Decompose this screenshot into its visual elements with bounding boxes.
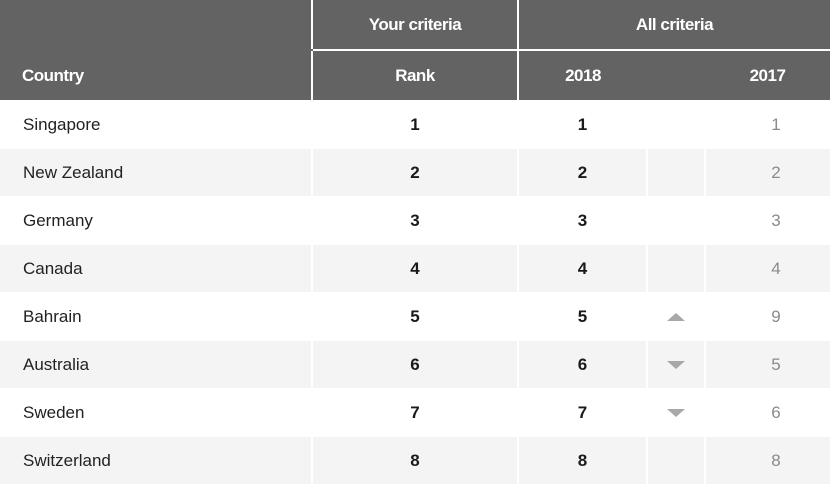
movement-cell — [647, 101, 705, 149]
country-cell: Australia — [0, 341, 312, 389]
rank-cell: 8 — [312, 437, 518, 484]
country-cell: Bahrain — [0, 293, 312, 341]
header-spacer — [0, 0, 312, 50]
rank-2017-cell: 4 — [705, 245, 830, 293]
rank-cell: 2 — [312, 149, 518, 197]
rank-cell: 5 — [312, 293, 518, 341]
rank-2017-cell: 2 — [705, 149, 830, 197]
rank-2018-cell: 3 — [518, 197, 647, 245]
column-header-2017[interactable]: 2017 — [705, 50, 830, 101]
column-header-country[interactable]: Country — [0, 50, 312, 101]
movement-cell — [647, 341, 705, 389]
movement-cell — [647, 437, 705, 484]
rank-cell: 1 — [312, 101, 518, 149]
rank-cell: 3 — [312, 197, 518, 245]
rank-2017-cell: 8 — [705, 437, 830, 484]
movement-cell — [647, 293, 705, 341]
rank-2018-cell: 7 — [518, 389, 647, 437]
rank-2018-cell: 4 — [518, 245, 647, 293]
country-cell: Sweden — [0, 389, 312, 437]
country-cell: New Zealand — [0, 149, 312, 197]
country-cell: Canada — [0, 245, 312, 293]
rank-cell: 7 — [312, 389, 518, 437]
rank-2018-cell: 1 — [518, 101, 647, 149]
rank-2017-cell: 9 — [705, 293, 830, 341]
group-header-your-criteria: Your criteria — [312, 0, 518, 50]
rank-2017-cell: 6 — [705, 389, 830, 437]
movement-cell — [647, 245, 705, 293]
table-header: Your criteria All criteria Country Rank … — [0, 0, 830, 101]
country-cell: Singapore — [0, 101, 312, 149]
arrow-down-icon — [667, 361, 685, 369]
country-cell: Germany — [0, 197, 312, 245]
column-header-rank[interactable]: Rank — [312, 50, 518, 101]
rank-2018-cell: 2 — [518, 149, 647, 197]
movement-cell — [647, 389, 705, 437]
column-header-2018[interactable]: 2018 — [518, 50, 647, 101]
group-header-all-criteria: All criteria — [518, 0, 830, 50]
rank-2017-cell: 5 — [705, 341, 830, 389]
column-header-movement — [647, 50, 705, 101]
rank-cell: 4 — [312, 245, 518, 293]
movement-cell — [647, 197, 705, 245]
arrow-up-icon — [667, 313, 685, 321]
rank-cell: 6 — [312, 341, 518, 389]
rank-2017-cell: 3 — [705, 197, 830, 245]
rank-2017-cell: 1 — [705, 101, 830, 149]
rank-2018-cell: 5 — [518, 293, 647, 341]
rank-2018-cell: 6 — [518, 341, 647, 389]
rank-2018-cell: 8 — [518, 437, 647, 484]
country-cell: Switzerland — [0, 437, 312, 484]
movement-cell — [647, 149, 705, 197]
arrow-down-icon — [667, 409, 685, 417]
